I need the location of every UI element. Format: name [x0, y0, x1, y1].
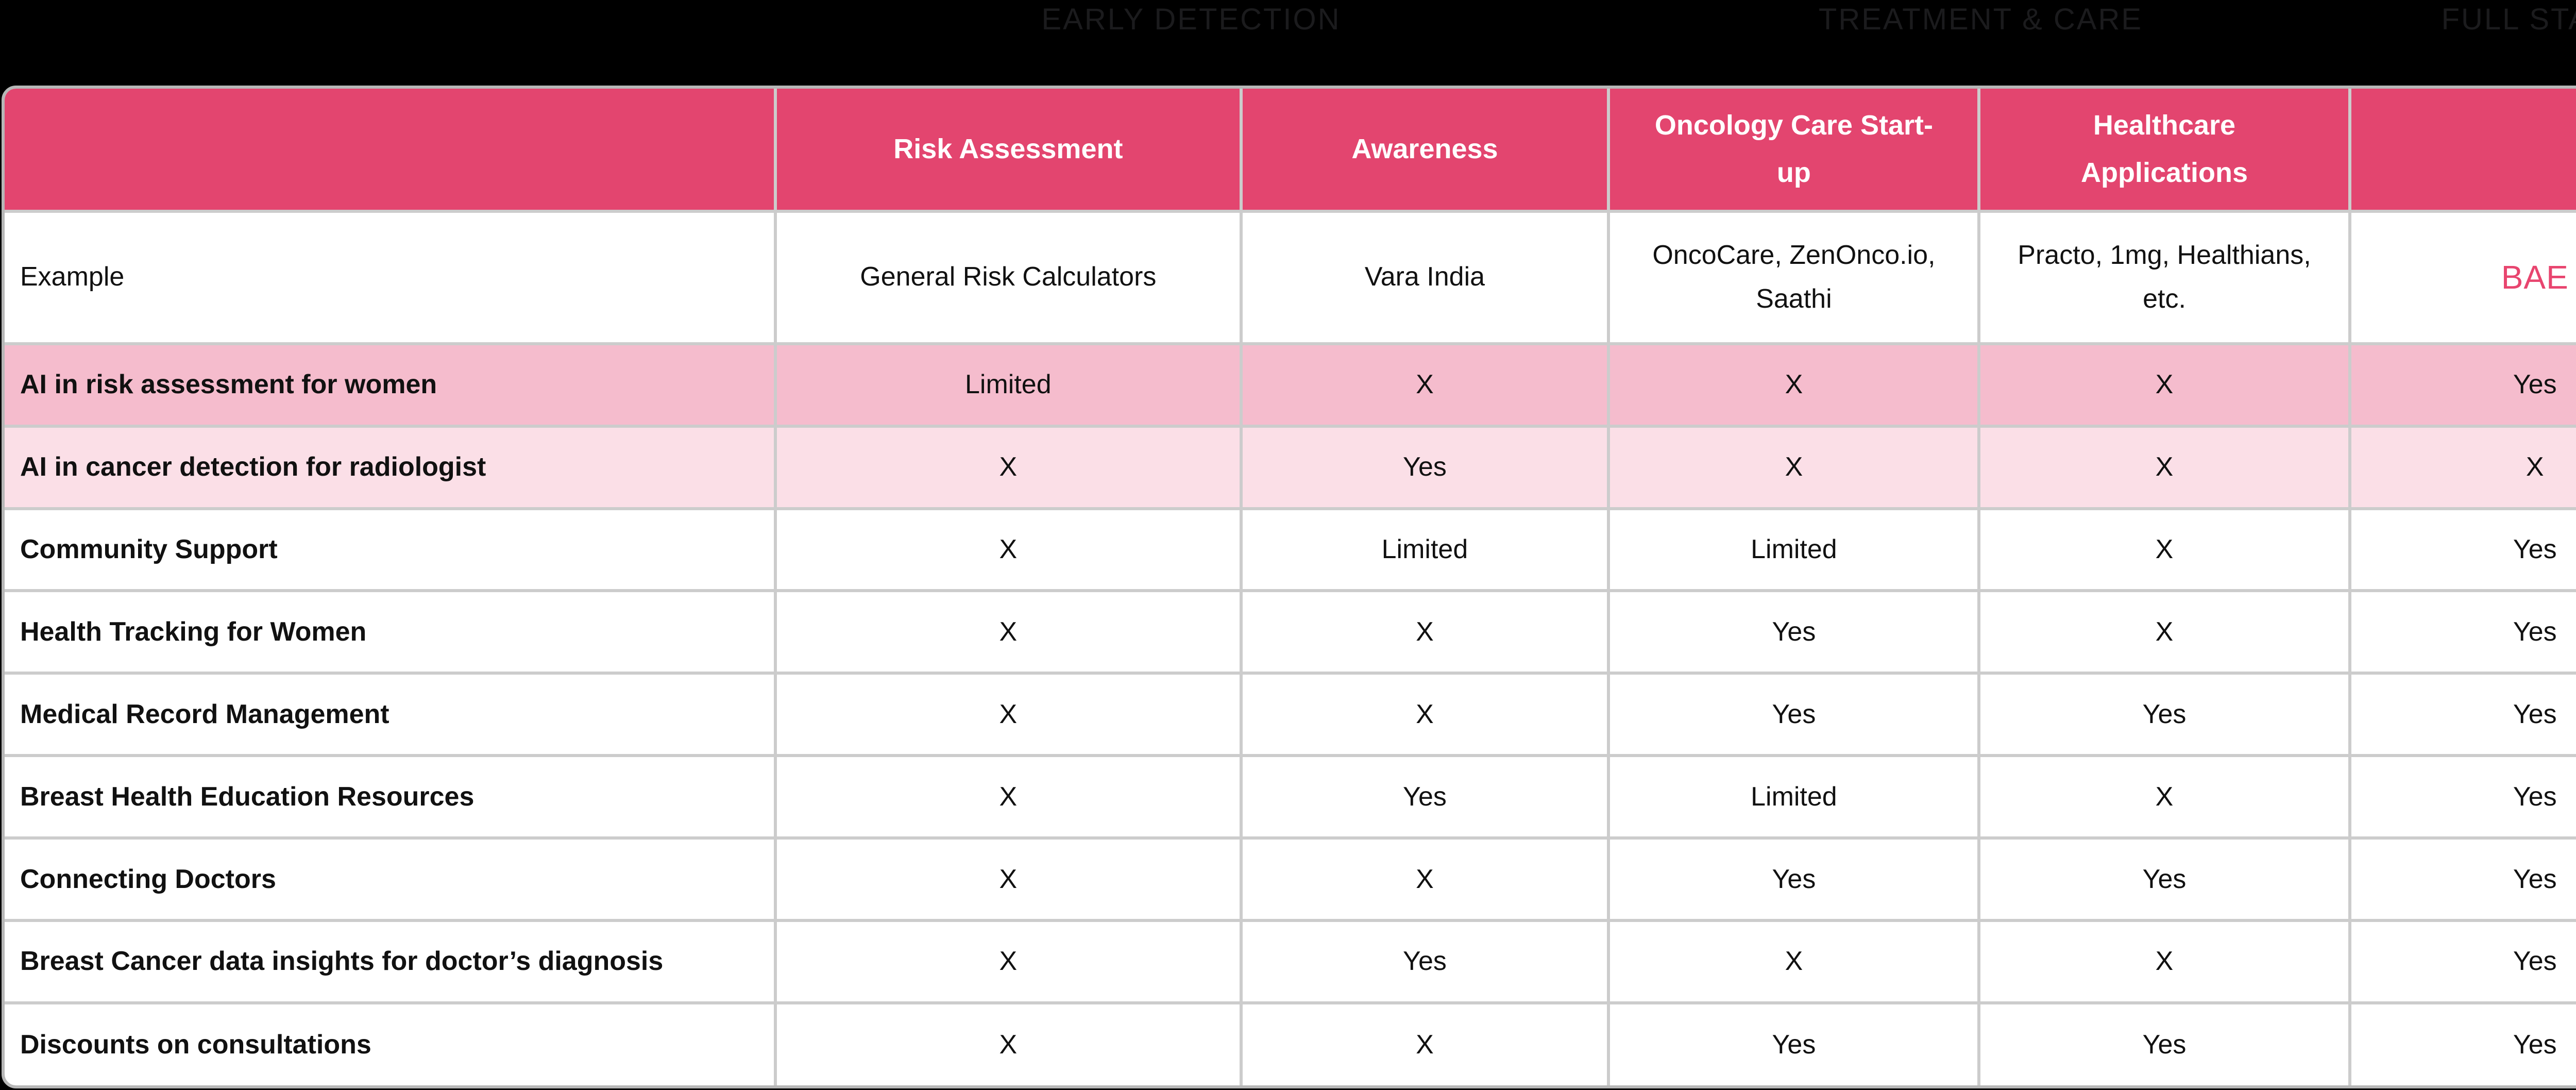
cell-value: X — [1239, 836, 1611, 923]
row-label: Breast Cancer data insights for doctor’s… — [5, 919, 777, 1004]
cell-value: Practo, 1mg, Healthians, etc. — [1977, 210, 2351, 345]
cell-value: Limited — [1239, 507, 1611, 593]
cell-value: X — [1977, 424, 2351, 510]
row-label: Community Support — [5, 507, 777, 593]
cell-value: OncoCare, ZenOnco.io, Saathi — [1607, 210, 1981, 345]
example-row: Example General Risk Calculators Vara In… — [5, 210, 2576, 345]
cell-value: Yes — [2348, 507, 2576, 593]
row-label: AI in cancer detection for radiologist — [5, 424, 777, 510]
cell-value: Limited — [774, 342, 1243, 428]
cell-value: Yes — [1607, 672, 1981, 758]
cell-value: X — [774, 1001, 1243, 1085]
header-empty-cell — [5, 89, 777, 213]
banner-group-label: TREATMENT & CARE — [1818, 3, 2143, 36]
cell-value: X — [1977, 507, 2351, 593]
cell-value: Yes — [2348, 1001, 2576, 1085]
cell-value: X — [774, 919, 1243, 1004]
feature-row: AI in risk assessment for women Limited … — [5, 342, 2576, 428]
column-header-oncology-care-start-up: Oncology Care Start-up — [1607, 89, 1981, 213]
cell-value: Yes — [2348, 754, 2576, 840]
cell-value: X — [774, 424, 1243, 510]
banner-group-label: EARLY DETECTION — [1041, 3, 1341, 36]
cell-value: Yes — [1239, 919, 1611, 1004]
cell-value: General Risk Calculators — [774, 210, 1243, 345]
cell-value: Yes — [1239, 424, 1611, 510]
cell-value: Yes — [1607, 589, 1981, 675]
row-label: Discounts on consultations — [5, 1001, 777, 1085]
feature-row: Connecting Doctors X X Yes Yes Yes — [5, 836, 2576, 923]
feature-row: Health Tracking for Women X X Yes X Yes — [5, 589, 2576, 675]
comparison-table-card: Risk Assessment Awareness Oncology Care … — [2, 86, 2576, 1088]
banner-group-full-stack: FULL STACK — [2352, 0, 2576, 86]
cell-value: X — [774, 672, 1243, 758]
feature-row: Community Support X Limited Limited X Ye… — [5, 507, 2576, 593]
feature-row: Discounts on consultations X X Yes Yes Y… — [5, 1001, 2576, 1085]
cell-value: X — [2348, 424, 2576, 510]
cell-value: X — [1977, 342, 2351, 428]
column-header-risk-assessment: Risk Assessment — [774, 89, 1243, 213]
cell-value: Yes — [1607, 1001, 1981, 1085]
cell-value: X — [1977, 919, 2351, 1004]
feature-row: Breast Cancer data insights for doctor’s… — [5, 919, 2576, 1004]
feature-row: AI in cancer detection for radiologist X… — [5, 424, 2576, 510]
header-row: Risk Assessment Awareness Oncology Care … — [5, 89, 2576, 213]
cell-value: X — [1607, 342, 1981, 428]
row-label: Connecting Doctors — [5, 836, 777, 923]
row-label: Example — [5, 210, 777, 345]
cell-value: X — [1239, 589, 1611, 675]
cell-value: Yes — [2348, 672, 2576, 758]
cell-value: Yes — [2348, 836, 2576, 923]
cell-value: Yes — [1239, 754, 1611, 840]
row-label: Breast Health Education Resources — [5, 754, 777, 840]
cell-value: Yes — [2348, 589, 2576, 675]
cell-value: X — [1977, 754, 2351, 840]
feature-row: Medical Record Management X X Yes Yes Ye… — [5, 672, 2576, 758]
cell-value: X — [774, 507, 1243, 593]
cell-value: Yes — [1607, 836, 1981, 923]
cell-value: X — [1977, 589, 2351, 675]
cell-value: Limited — [1607, 507, 1981, 593]
cell-value: Limited — [1607, 754, 1981, 840]
cell-value: X — [1239, 1001, 1611, 1085]
banner-group-label: FULL STACK — [2441, 3, 2576, 36]
feature-row: Breast Health Education Resources X Yes … — [5, 754, 2576, 840]
column-header-awareness: Awareness — [1239, 89, 1611, 213]
cell-value: X — [774, 754, 1243, 840]
row-label: Medical Record Management — [5, 672, 777, 758]
cell-value: X — [774, 589, 1243, 675]
cell-value: Yes — [2348, 342, 2576, 428]
cell-value: Yes — [1977, 1001, 2351, 1085]
cell-value: X — [1239, 672, 1611, 758]
column-header-bae-empty — [2348, 89, 2576, 213]
cell-value: Vara India — [1239, 210, 1611, 345]
column-header-healthcare-applications: Healthcare Applications — [1977, 89, 2351, 213]
category-banner: EARLY DETECTION TREATMENT & CARE FULL ST… — [0, 0, 2576, 86]
cell-value: Yes — [1977, 836, 2351, 923]
comparison-table: Risk Assessment Awareness Oncology Care … — [5, 89, 2576, 1085]
cell-value: X — [1239, 342, 1611, 428]
cell-value: Yes — [2348, 919, 2576, 1004]
bae-brand-cell: BAE — [2348, 210, 2576, 345]
cell-value: X — [1607, 424, 1981, 510]
banner-group-early-detection: EARLY DETECTION — [773, 0, 1609, 86]
banner-group-treatment-care: TREATMENT & CARE — [1609, 0, 2352, 86]
cell-value: X — [1607, 919, 1981, 1004]
row-label: Health Tracking for Women — [5, 589, 777, 675]
row-label: AI in risk assessment for women — [5, 342, 777, 428]
cell-value: X — [774, 836, 1243, 923]
cell-value: Yes — [1977, 672, 2351, 758]
